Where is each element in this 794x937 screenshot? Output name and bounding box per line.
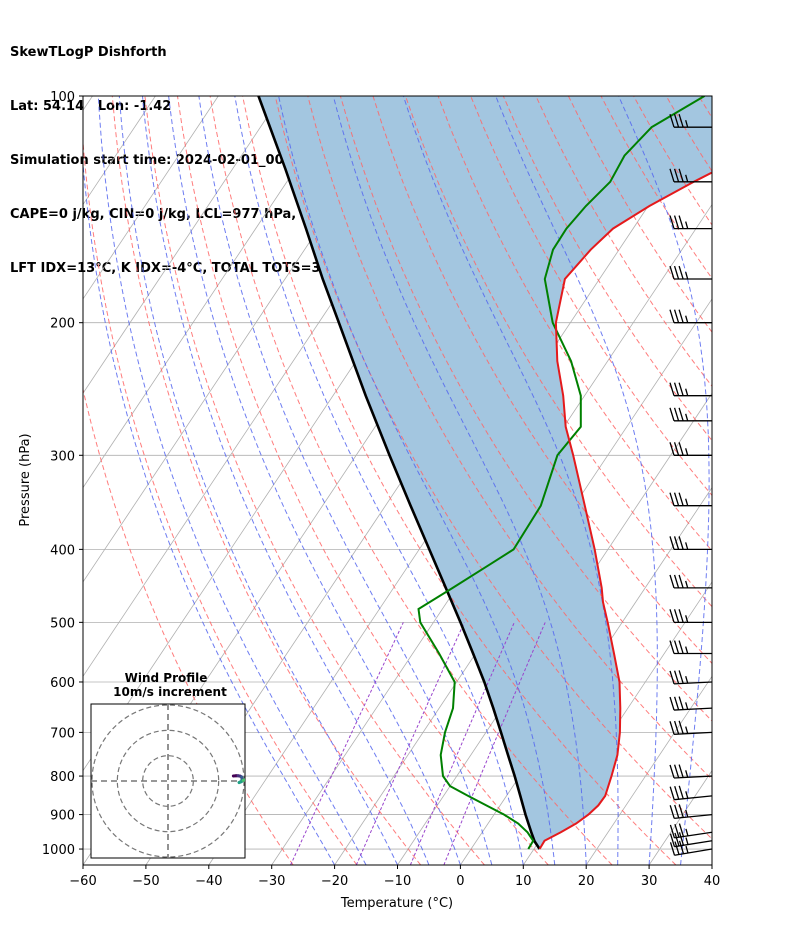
moist-adiabat: [83, 158, 336, 865]
wind-barb: [669, 113, 712, 128]
y-tick-label: 600: [50, 676, 75, 691]
wind-barb: [669, 609, 712, 624]
wind-barb: [669, 492, 712, 507]
hodograph-segment: [249, 780, 250, 781]
x-tick-label: 40: [704, 874, 721, 889]
wind-barb: [669, 764, 713, 779]
dry-adiabat: [470, 96, 712, 497]
dry-adiabat: [339, 96, 712, 722]
moist-adiabat: [618, 96, 710, 865]
moist-adiabat: [97, 96, 367, 865]
moist-adiabat: [278, 96, 556, 865]
moist-adiabat: [118, 96, 398, 865]
wind-barb: [669, 382, 712, 397]
wind-barb: [669, 265, 712, 280]
wind-barb: [669, 785, 713, 801]
dry-adiabat: [111, 96, 422, 865]
moist-adiabat: [332, 96, 587, 865]
moist-adiabat: [234, 96, 524, 865]
x-tick-label: −40: [195, 874, 222, 889]
temperature-line: [538, 171, 712, 850]
moist-adiabat: [198, 96, 493, 865]
x-tick-label: 30: [641, 874, 658, 889]
isotherm-line: [83, 96, 219, 300]
x-tick-label: −20: [321, 874, 348, 889]
x-axis-label: Temperature (°C): [340, 896, 453, 911]
wind-barb: [669, 832, 713, 848]
wind-barb: [669, 407, 712, 422]
x-tick-label: −10: [384, 874, 411, 889]
y-tick-label: 900: [50, 809, 75, 824]
dry-adiabat: [307, 96, 712, 781]
y-axis-label: Pressure (hPa): [18, 433, 33, 526]
wind-barb: [669, 720, 713, 735]
moist-adiabat: [168, 96, 461, 865]
y-tick-label: 100: [50, 90, 75, 105]
x-tick-label: −30: [258, 874, 285, 889]
isotherm-line: [83, 96, 282, 394]
y-tick-label: 700: [50, 726, 75, 741]
mixing-ratio-line: [355, 622, 465, 865]
moist-adiabat: [744, 96, 794, 865]
mixing-ratio-line: [290, 622, 404, 865]
dry-adiabat: [83, 136, 358, 865]
mixing-ratio-line: [409, 622, 515, 865]
x-tick-label: 20: [578, 874, 595, 889]
dry-adiabat: [83, 387, 294, 865]
chart-title: SkewTLogP Dishforth: [10, 45, 167, 60]
y-tick-label: 400: [50, 543, 75, 558]
hodograph-subtitle: 10m/s increment: [113, 685, 227, 699]
wind-barb: [669, 640, 712, 655]
wind-barb: [669, 696, 713, 711]
dry-adiabat: [144, 96, 485, 865]
y-tick-label: 1000: [42, 843, 75, 858]
parcel-profile-line: [257, 96, 541, 850]
hodograph-title: Wind Profile: [125, 671, 208, 685]
isotherm-line: [83, 96, 345, 489]
dry-adiabat: [665, 96, 712, 173]
dry-adiabat: [764, 96, 794, 865]
mixing-ratio-line: [443, 622, 546, 865]
wind-barb: [669, 804, 713, 820]
isotherm-line: [397, 392, 712, 865]
hodograph-segment: [244, 778, 245, 780]
hodograph-ring: [116, 729, 220, 833]
dry-adiabat: [177, 96, 549, 865]
wind-barb: [669, 442, 712, 456]
x-tick-label: 10: [515, 874, 532, 889]
y-tick-label: 200: [50, 317, 75, 332]
cin-shading: [258, 96, 712, 849]
dry-adiabat: [731, 96, 794, 865]
dry-adiabat: [502, 96, 712, 442]
isotherm-line: [775, 96, 794, 865]
dewpoint-line: [417, 96, 706, 850]
x-tick-label: 0: [456, 874, 464, 889]
dry-adiabat: [633, 96, 712, 226]
wind-barb: [669, 536, 712, 551]
y-tick-label: 300: [50, 449, 75, 464]
x-tick-label: −60: [69, 874, 96, 889]
wind-barb: [669, 840, 713, 856]
wind-barb: [669, 309, 712, 324]
y-tick-label: 800: [50, 770, 75, 785]
dry-adiabat: [698, 96, 712, 119]
isotherm-line: [711, 864, 712, 865]
hodograph-segment: [241, 778, 245, 782]
wind-barb: [669, 823, 713, 839]
wind-barb: [669, 168, 712, 183]
isotherm-line: [648, 769, 712, 865]
moist-adiabat: [711, 861, 712, 865]
wind-barb: [669, 215, 712, 230]
y-tick-label: 500: [50, 616, 75, 631]
dry-adiabat: [437, 96, 712, 552]
wind-barb: [669, 574, 712, 589]
isotherm-line: [334, 298, 712, 865]
x-tick-label: −50: [132, 874, 159, 889]
dry-adiabat: [242, 96, 677, 865]
isotherm-line: [585, 675, 712, 865]
moist-adiabat: [142, 96, 430, 865]
isotherm-line: [83, 96, 93, 111]
wind-barb: [669, 670, 713, 685]
